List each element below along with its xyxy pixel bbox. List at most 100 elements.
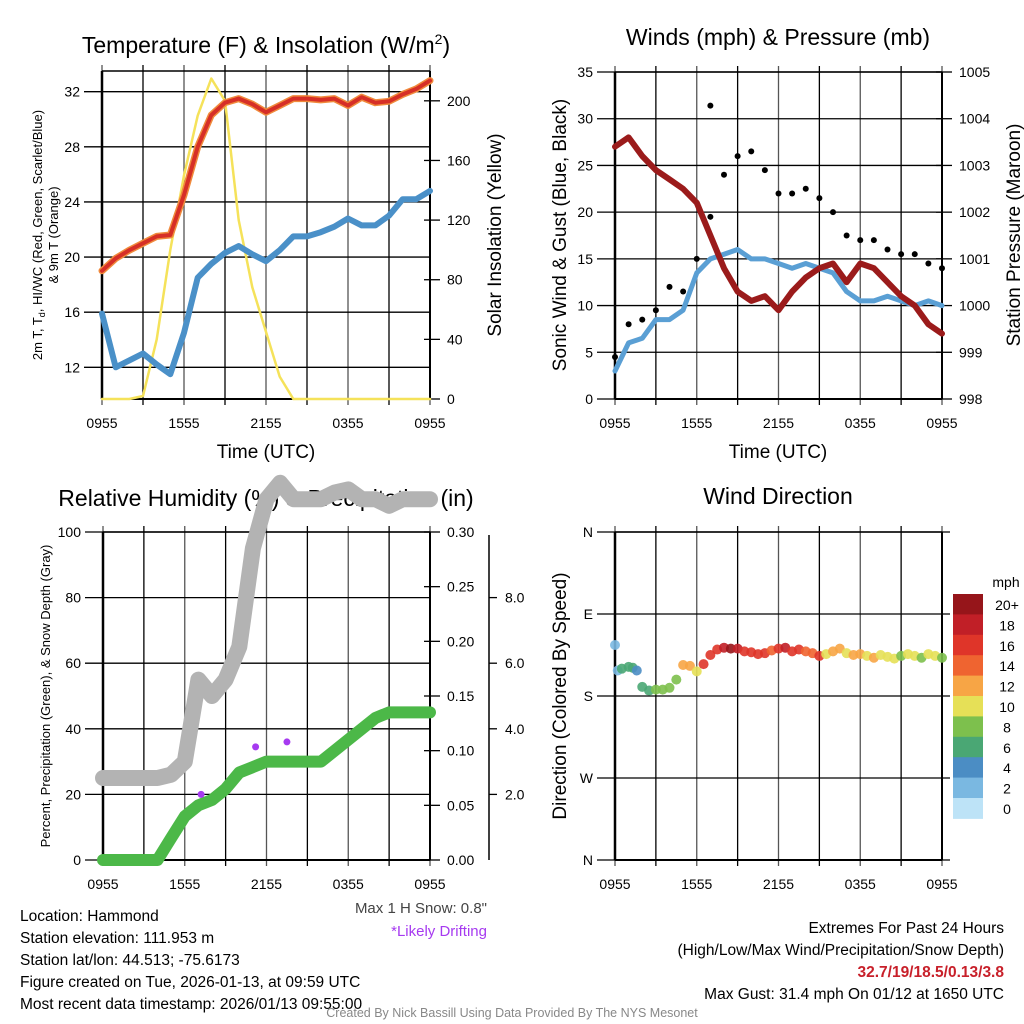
x-tick-label: 0955 xyxy=(926,415,957,431)
right-y-tick-label: 0.25 xyxy=(447,579,474,595)
colorbar-label: 16 xyxy=(999,638,1015,654)
y-tick-label: 28 xyxy=(64,139,80,155)
right-y-tick-label: 120 xyxy=(447,212,471,228)
y-tick-label: 12 xyxy=(64,359,80,375)
x-tick-label: 1555 xyxy=(169,876,200,892)
speed-colorbar: 20+ 18 16 14 12 10 8 6 4 2 0 xyxy=(953,594,1019,819)
insolation-y-axis-title: Solar Insolation (Yellow) xyxy=(485,133,506,336)
snow-depth-line xyxy=(95,474,438,786)
y-tick-label: 32 xyxy=(64,84,80,100)
direction-tick-label: E xyxy=(584,606,593,622)
right-y-tick-label: 1000 xyxy=(959,298,990,314)
gust-point xyxy=(802,185,809,192)
gust-point xyxy=(612,353,618,360)
gust-point xyxy=(857,237,864,244)
y-tick-label: 80 xyxy=(65,590,81,606)
gust-point xyxy=(693,255,700,262)
colorbar-swatch xyxy=(953,716,983,738)
colorbar-label: 2 xyxy=(1003,781,1011,797)
y-tick-label: 0 xyxy=(585,391,593,407)
station-info: Location: Hammond Station elevation: 111… xyxy=(20,906,362,1016)
x-tick-label: 1555 xyxy=(681,415,712,431)
x-tick-label: 0955 xyxy=(86,415,117,431)
colorbar-label: 18 xyxy=(999,617,1015,633)
extremes-block: Extremes For Past 24 Hours (High/Low/Max… xyxy=(678,918,1005,1006)
colorbar-swatch xyxy=(953,614,983,636)
colorbar-swatch xyxy=(953,634,983,656)
right-y-tick-label: 1002 xyxy=(959,204,990,220)
colorbar-swatch xyxy=(953,798,983,819)
gust-point xyxy=(925,260,932,267)
right-y-tick-label: 0 xyxy=(447,391,455,407)
colorbar-label: 10 xyxy=(999,699,1015,715)
colorbar-label: 4 xyxy=(1003,760,1011,776)
x-tick-label: 0955 xyxy=(87,876,118,892)
snow-tick-label: 2.0 xyxy=(505,786,525,802)
right-y-tick-label: 1001 xyxy=(959,251,990,267)
x-tick-label: 0355 xyxy=(845,876,876,892)
y-tick-label: 20 xyxy=(65,786,81,802)
x-tick-label: 0955 xyxy=(926,876,957,892)
wind-direction-y-axis-title: Direction (Colored By Speed) xyxy=(550,572,571,819)
colorbar-swatch xyxy=(953,696,983,717)
precipitation-line xyxy=(97,706,436,866)
right-y-tick-label: 1005 xyxy=(959,64,990,80)
y-tick-label: 40 xyxy=(65,721,81,737)
right-y-tick-label: 0.00 xyxy=(447,852,474,868)
dewpoint-line xyxy=(99,187,433,378)
direction-tick-label: N xyxy=(583,852,593,868)
temperature-x-axis-title: Time (UTC) xyxy=(217,442,316,463)
colorbar-label: 20+ xyxy=(995,597,1019,613)
elevation-text: Station elevation: 111.953 m xyxy=(20,930,215,947)
temperature-chart-title: Temperature (F) & Insolation (W/m2) xyxy=(82,31,450,58)
snow-tick-label: 6.0 xyxy=(505,655,525,671)
gust-point xyxy=(939,265,945,272)
wind-direction-point xyxy=(698,659,709,670)
y-tick-label: 15 xyxy=(577,251,593,267)
right-y-tick-label: 0.15 xyxy=(447,688,474,704)
colorbar-label: 14 xyxy=(999,658,1015,674)
colorbar-label: 8 xyxy=(1003,719,1011,735)
wind-speed-line xyxy=(612,247,945,374)
gust-point xyxy=(830,209,836,216)
wind-direction-point xyxy=(631,665,642,676)
gust-point xyxy=(775,190,782,197)
y-tick-label: 30 xyxy=(577,111,593,127)
colorbar-swatch xyxy=(953,655,983,677)
figure-created-text: Figure created on Tue, 2026-01-13, at 09… xyxy=(20,974,361,991)
colorbar-swatch xyxy=(953,757,983,779)
gust-point xyxy=(639,316,646,323)
max-snow-label: Max 1 H Snow: 0.8" xyxy=(355,900,487,917)
x-tick-label: 0355 xyxy=(845,415,876,431)
y-tick-label: 20 xyxy=(577,204,593,220)
x-tick-label: 1555 xyxy=(168,415,199,431)
right-y-tick-label: 40 xyxy=(447,331,463,347)
x-tick-label: 1555 xyxy=(681,876,712,892)
insolation-line xyxy=(100,77,432,401)
snow-tick-label: 4.0 xyxy=(505,721,525,737)
x-tick-label: 0955 xyxy=(599,876,630,892)
gust-point xyxy=(666,283,673,290)
y-tick-label: 25 xyxy=(577,157,593,173)
right-y-tick-label: 1004 xyxy=(959,111,990,127)
colorbar-title: mph xyxy=(992,574,1019,590)
y-tick-label: 60 xyxy=(65,655,81,671)
location-text: Location: Hammond xyxy=(20,908,159,925)
wind-direction-chart-title: Wind Direction xyxy=(703,483,853,509)
right-y-tick-label: 998 xyxy=(959,391,983,407)
gust-point xyxy=(789,190,796,197)
x-tick-label: 0355 xyxy=(332,415,363,431)
colorbar-label: 6 xyxy=(1003,740,1011,756)
x-tick-label: 0955 xyxy=(599,415,630,431)
right-y-tick-label: 0.20 xyxy=(447,633,474,649)
credit-text: Created By Nick Bassill Using Data Provi… xyxy=(326,1006,698,1020)
gust-point xyxy=(870,237,877,244)
colorbar-swatch xyxy=(953,675,983,697)
wind-direction-point xyxy=(937,652,947,663)
y-tick-label: 16 xyxy=(64,304,80,320)
y-tick-label: 35 xyxy=(577,64,593,80)
colorbar-swatch xyxy=(953,777,983,799)
gust-point xyxy=(748,148,755,155)
wind-direction-point xyxy=(705,650,716,660)
